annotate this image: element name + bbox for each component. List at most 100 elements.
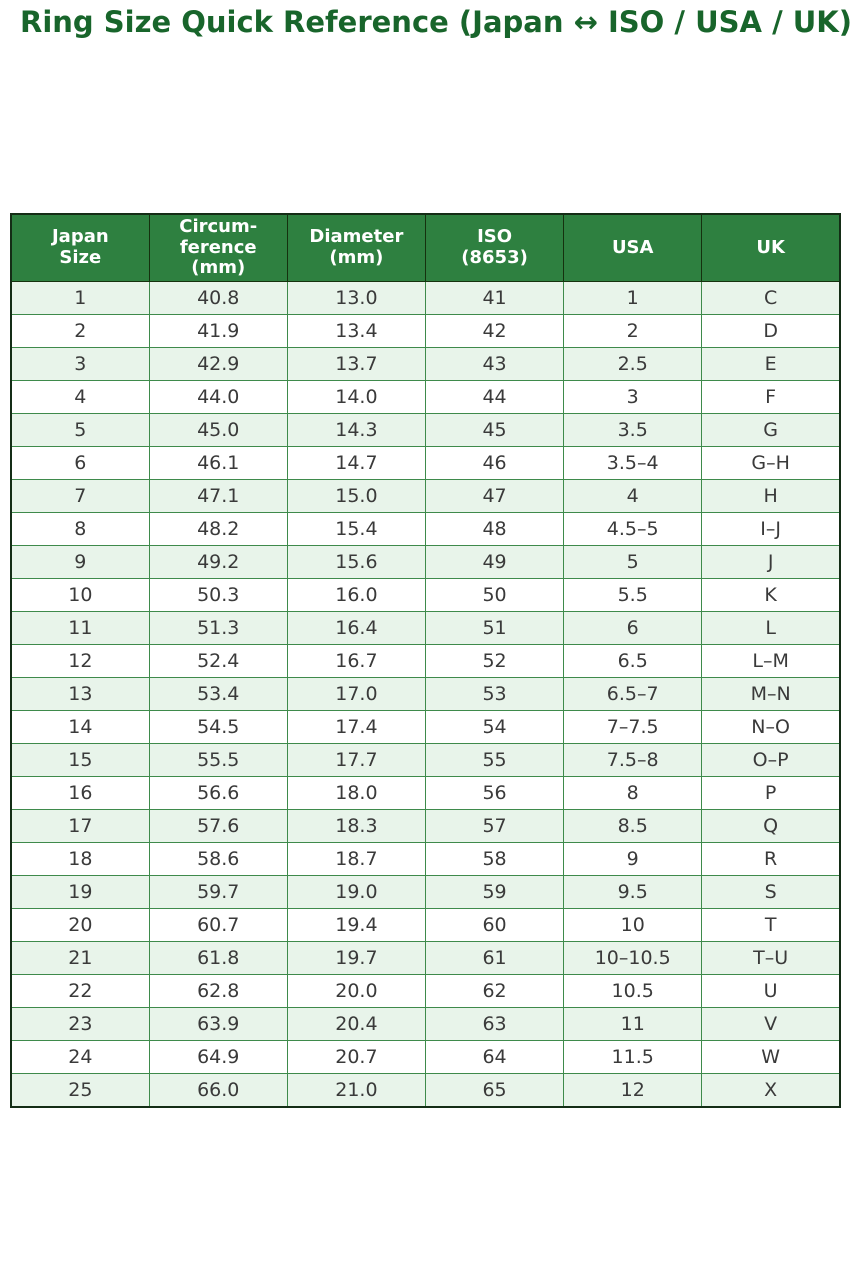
table-cell: 43 (424, 347, 565, 382)
table-cell: 15.6 (286, 545, 426, 580)
table-cell: 41.9 (148, 314, 288, 349)
table-cell: 13.0 (286, 281, 426, 316)
table-cell: 59 (424, 875, 565, 910)
table-row: 2 41.9 13.4 42 2 D (10, 314, 841, 349)
table-cell: 12 (10, 644, 150, 679)
table-cell: 58.6 (148, 842, 288, 877)
table-cell: 21.0 (286, 1073, 426, 1108)
table-cell: 18.3 (286, 809, 426, 844)
table-cell: 13.4 (286, 314, 426, 349)
table-cell: E (701, 347, 841, 382)
table-cell: 42 (424, 314, 565, 349)
table-cell: 20.0 (286, 974, 426, 1009)
table-cell: 10.5 (563, 974, 703, 1009)
table-row: 9 49.2 15.6 49 5 J (10, 545, 841, 580)
table-cell: 64.9 (148, 1040, 288, 1075)
table-cell: 5 (563, 545, 703, 580)
table-row: 22 62.8 20.0 62 10.5 U (10, 974, 841, 1009)
table-cell: 56.6 (148, 776, 288, 811)
table-row: 21 61.8 19.7 61 10–10.5 T–U (10, 941, 841, 976)
table-row: 4 44.0 14.0 44 3 F (10, 380, 841, 415)
table-cell: 2 (10, 314, 150, 349)
table-cell: 66.0 (148, 1073, 288, 1108)
table-cell: 3.5 (563, 413, 703, 448)
table-cell: 22 (10, 974, 150, 1009)
table-row: 11 51.3 16.4 51 6 L (10, 611, 841, 646)
table-row: 16 56.6 18.0 56 8 P (10, 776, 841, 811)
page-title: Ring Size Quick Reference (Japan ↔ ISO /… (20, 5, 851, 39)
table-cell: J (701, 545, 841, 580)
table-cell: 15 (10, 743, 150, 778)
table-cell: 20 (10, 908, 150, 943)
table-header-row: Japan Size Circum- ference (mm) Diameter… (10, 213, 841, 283)
table-cell: 17.4 (286, 710, 426, 745)
table-cell: L–M (701, 644, 841, 679)
table-cell: 14 (10, 710, 150, 745)
table-cell: C (701, 281, 841, 316)
table-cell: 6 (563, 611, 703, 646)
column-header-japan-size: Japan Size (10, 213, 150, 283)
table-row: 10 50.3 16.0 50 5.5 K (10, 578, 841, 613)
table-row: 23 63.9 20.4 63 11 V (10, 1007, 841, 1042)
table-cell: 48 (424, 512, 565, 547)
table-cell: 63.9 (148, 1007, 288, 1042)
table-cell: 60 (424, 908, 565, 943)
column-header-circumference: Circum- ference (mm) (148, 213, 288, 283)
table-cell: 7–7.5 (563, 710, 703, 745)
table-cell: 14.0 (286, 380, 426, 415)
table-cell: 17 (10, 809, 150, 844)
table-cell: 25 (10, 1073, 150, 1108)
table-cell: 17.0 (286, 677, 426, 712)
table-cell: 6.5–7 (563, 677, 703, 712)
table-row: 17 57.6 18.3 57 8.5 Q (10, 809, 841, 844)
table-cell: T–U (701, 941, 841, 976)
table-cell: 57 (424, 809, 565, 844)
table-row: 18 58.6 18.7 58 9 R (10, 842, 841, 877)
table-cell: S (701, 875, 841, 910)
table-cell: 11 (10, 611, 150, 646)
table-cell: 42.9 (148, 347, 288, 382)
table-cell: 11.5 (563, 1040, 703, 1075)
table-cell: 7.5–8 (563, 743, 703, 778)
table-cell: 16 (10, 776, 150, 811)
table-cell: K (701, 578, 841, 613)
table-cell: 18 (10, 842, 150, 877)
column-header-iso: ISO (8653) (424, 213, 565, 283)
table-cell: O–P (701, 743, 841, 778)
table-row: 7 47.1 15.0 47 4 H (10, 479, 841, 514)
table-cell: 12 (563, 1073, 703, 1108)
table-cell: 24 (10, 1040, 150, 1075)
table-cell: 17.7 (286, 743, 426, 778)
table-cell: 19.0 (286, 875, 426, 910)
table-cell: 41 (424, 281, 565, 316)
table-row: 25 66.0 21.0 65 12 X (10, 1073, 841, 1108)
table-cell: 44.0 (148, 380, 288, 415)
table-cell: 1 (10, 281, 150, 316)
table-cell: 53.4 (148, 677, 288, 712)
table-row: 5 45.0 14.3 45 3.5 G (10, 413, 841, 448)
table-cell: 10 (563, 908, 703, 943)
table-cell: 46 (424, 446, 565, 481)
table-cell: 15.4 (286, 512, 426, 547)
table-cell: 1 (563, 281, 703, 316)
table-cell: 10 (10, 578, 150, 613)
table-header: Japan Size Circum- ference (mm) Diameter… (10, 213, 841, 283)
table-cell: 6.5 (563, 644, 703, 679)
table-cell: M–N (701, 677, 841, 712)
table-cell: 47 (424, 479, 565, 514)
table-row: 14 54.5 17.4 54 7–7.5 N–O (10, 710, 841, 745)
table-cell: 49 (424, 545, 565, 580)
table-cell: W (701, 1040, 841, 1075)
table-cell: 13 (10, 677, 150, 712)
table-cell: 8 (563, 776, 703, 811)
table-cell: 52 (424, 644, 565, 679)
table-cell: 11 (563, 1007, 703, 1042)
table-cell: I–J (701, 512, 841, 547)
table-cell: 60.7 (148, 908, 288, 943)
table-cell: D (701, 314, 841, 349)
table-cell: 54.5 (148, 710, 288, 745)
table-cell: 19 (10, 875, 150, 910)
column-header-uk: UK (701, 213, 841, 283)
table-cell: 51.3 (148, 611, 288, 646)
table-cell: 2 (563, 314, 703, 349)
